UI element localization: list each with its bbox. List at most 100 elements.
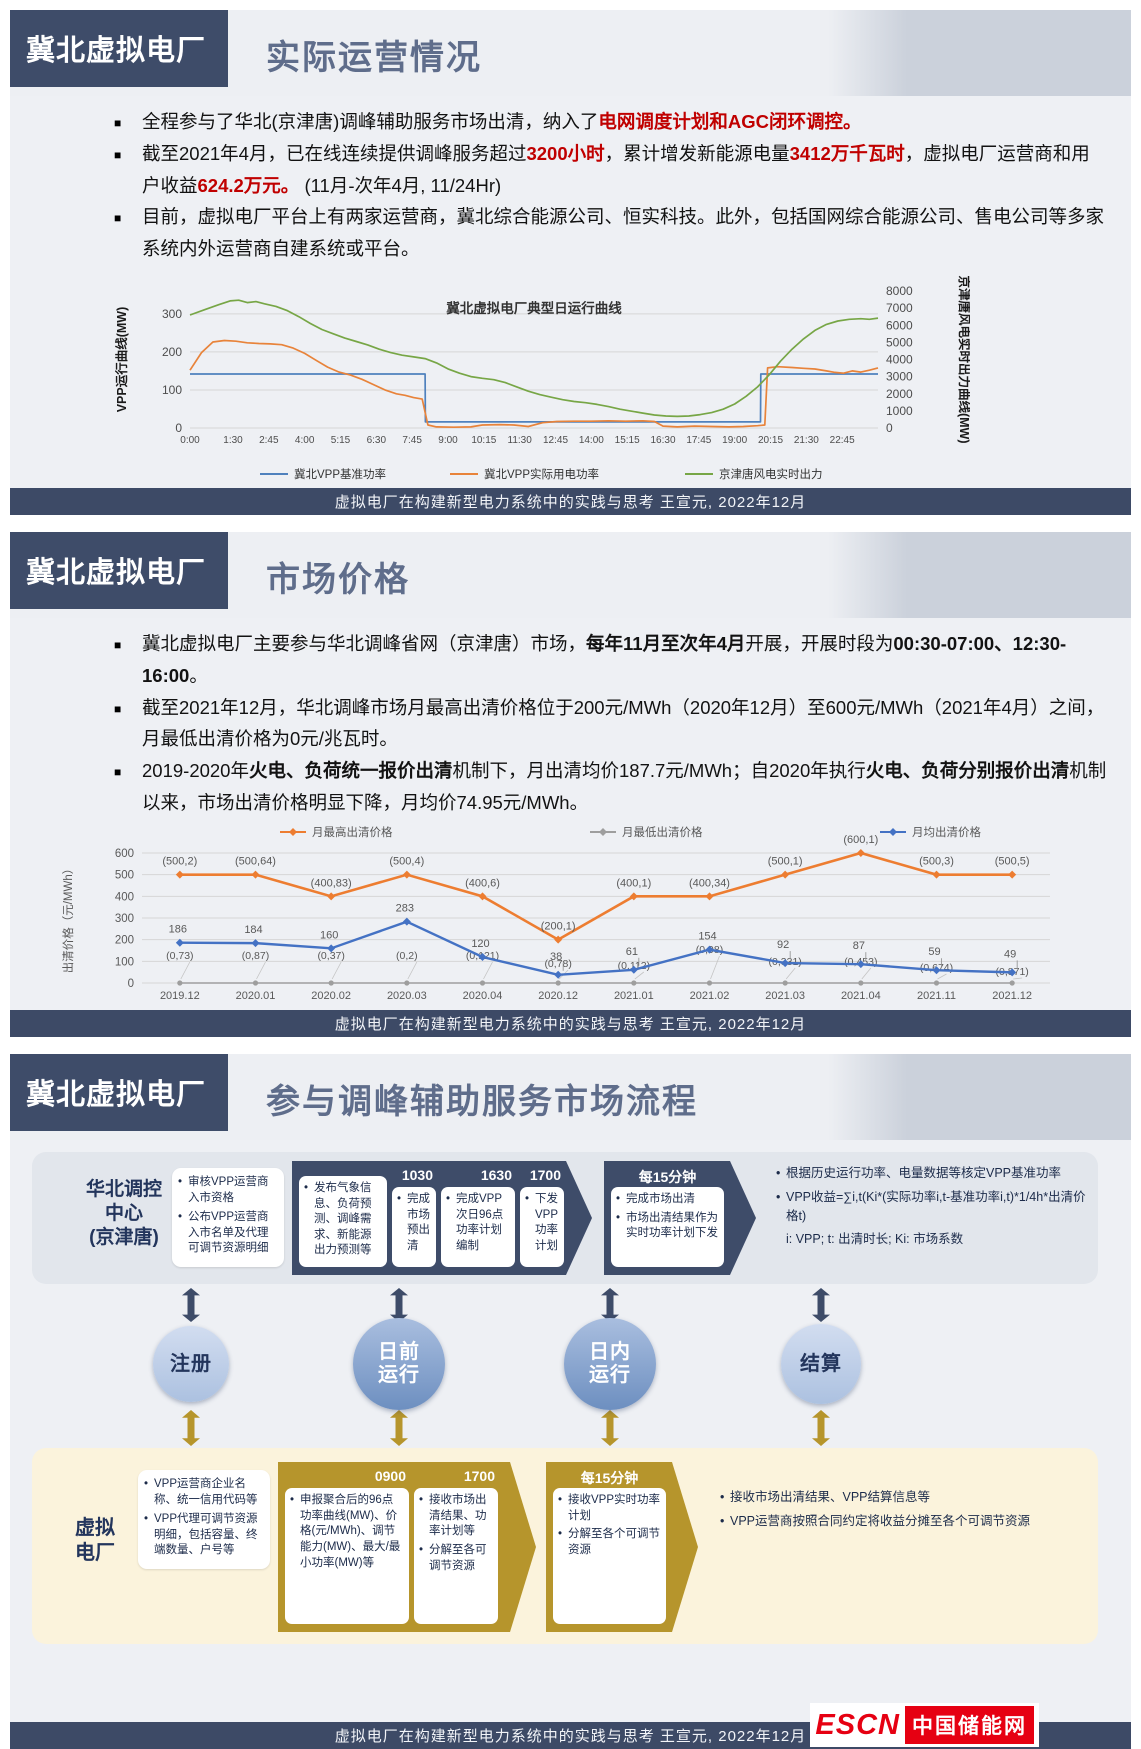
svg-text:(400,83): (400,83)	[311, 877, 352, 889]
svg-text:49: 49	[1004, 948, 1016, 960]
bullet-dot: •	[419, 1494, 424, 1506]
bullet-dot: •	[720, 1490, 725, 1504]
svg-text:冀北VPP实际用电功率: 冀北VPP实际用电功率	[484, 467, 599, 481]
bullet-dot: •	[616, 1193, 621, 1205]
bullet-marker: ■	[114, 765, 122, 780]
slide-header: 冀北虚拟电厂 市场价格	[10, 532, 1131, 618]
flow-bullet: • 完成市场出清	[616, 1192, 719, 1208]
svg-text:2020.03: 2020.03	[387, 990, 427, 1002]
svg-text:38: 38	[550, 951, 562, 963]
clearing-price-chart-svg: 0 100 200 300 400 500 600 2019.12 2020.01 2020.02…	[61, 825, 1050, 1002]
bullet-marker: ■	[114, 211, 122, 226]
svg-text:(400,6): (400,6)	[465, 877, 500, 889]
svg-text:100: 100	[162, 383, 182, 397]
clearing-price-chart: 0 100 200 300 400 500 600 2019.12 2020.01 2020.02…	[50, 821, 1131, 1026]
svg-text:京津唐风电实时出力: 京津唐风电实时出力	[719, 467, 823, 481]
step-time: 0900	[374, 1468, 406, 1484]
flow-step: 0900 • 申报聚合后的96点功率曲线(MW)、价格(元/MWh)、调节能力(MW…	[285, 1468, 409, 1624]
bullet-dot: •	[558, 1528, 563, 1541]
settlement-rule-text: • 根据历史运行功率、电量数据等核定VPP基准功率 • VPP收益=∑i,t(Ki*(…	[776, 1164, 1092, 1249]
svg-text:(200,1): (200,1)	[541, 921, 576, 933]
svg-text:(600,1): (600,1)	[843, 834, 878, 846]
svg-text:87: 87	[853, 940, 865, 952]
flow-bullet: • 接收市场出清结果、VPP结算信息等	[720, 1488, 1070, 1507]
slide-badge: 冀北虚拟电厂	[10, 532, 229, 609]
slide-badge: 冀北虚拟电厂	[10, 1054, 229, 1131]
step-time: 1700	[529, 1167, 561, 1183]
svg-text:4000: 4000	[886, 353, 913, 367]
flow-bullet: • 接收市场出清结果、功率计划等	[419, 1493, 493, 1540]
step-box: • 发布气象信息、负荷预测、调峰需求、新能源出力预测等	[299, 1176, 387, 1267]
slide-badge: 冀北虚拟电厂	[10, 10, 229, 87]
slide-header: 冀北虚拟电厂 参与调峰辅助服务市场流程	[10, 1054, 1131, 1140]
vpp-label: 虚拟 电厂	[75, 1517, 115, 1564]
svg-text:3000: 3000	[886, 370, 913, 384]
grid-link-arrow	[811, 1288, 831, 1322]
svg-text:VPP运行曲线(MW): VPP运行曲线(MW)	[114, 307, 129, 413]
bullet-dot: •	[178, 1176, 183, 1188]
svg-text:0: 0	[128, 978, 134, 990]
svg-text:冀北VPP基准功率: 冀北VPP基准功率	[294, 467, 386, 481]
svg-text:(500,5): (500,5)	[995, 856, 1030, 868]
svg-text:(400,1): (400,1)	[616, 877, 651, 889]
bullet-item: ■ 截至2021年4月，已在线连续提供调峰服务超过3200小时，累计增发新能源电量…	[114, 138, 1107, 202]
svg-text:160: 160	[320, 929, 338, 941]
svg-text:月均出清价格: 月均出清价格	[912, 825, 981, 839]
bullet-dot: •	[446, 1193, 451, 1205]
intraday-grid-arrow: 每15分钟 • 完成市场出清 • 市场出清结果作为实时功率计划下发	[604, 1161, 756, 1275]
svg-text:59: 59	[928, 946, 940, 958]
bullet-dot: •	[720, 1513, 725, 1528]
step-time	[299, 1167, 387, 1176]
svg-text:200: 200	[162, 345, 182, 359]
day-ahead-grid-arrow: • 发布气象信息、负荷预测、调峰需求、新能源出力预测等 1030 • 完成市场预出清 16…	[292, 1161, 592, 1275]
formula-note: i: VPP; t: 出清时长; Ki: 市场系数	[786, 1232, 964, 1247]
svg-text:12:45: 12:45	[543, 435, 568, 446]
slide-operations: 冀北虚拟电厂 实际运营情况 ■ 全程参与了华北(京津唐)调峰辅助服务市场出清，纳入…	[10, 10, 1131, 515]
page-title: 市场价格	[266, 561, 411, 599]
flow-bullet: • 接收VPP实时功率计划	[558, 1493, 661, 1524]
bullet-dot: •	[616, 1211, 621, 1224]
slide-market-price: 冀北虚拟电厂 市场价格 ■ 冀北虚拟电厂主要参与华北调峰省网（京津唐）市场，每年1…	[10, 532, 1131, 1037]
flow-bullet: • 分解至各可调节资源	[419, 1543, 493, 1574]
vpp-link-arrow	[600, 1410, 620, 1446]
svg-text:2021.01: 2021.01	[614, 990, 654, 1002]
svg-text:154: 154	[698, 931, 716, 943]
vpp-day-ahead-arrow: 0900 • 申报聚合后的96点功率曲线(MW)、价格(元/MWh)、调节能力(MW…	[278, 1462, 536, 1632]
bullet-item: ■ 目前，虚拟电厂平台上有两家运营商，冀北综合能源公司、恒实科技。此外，包括国网综…	[114, 201, 1107, 265]
bullet-dot: •	[558, 1494, 563, 1506]
grid-link-arrow	[181, 1288, 201, 1322]
bullet-item: ■ 截至2021年12月，华北调峰市场月最高出清价格位于200元/MWh（2020…	[114, 692, 1107, 756]
svg-text:2019.12: 2019.12	[160, 990, 200, 1002]
flow-step: 1700 • 接收市场出清结果、功率计划等 • 分解至各可调节资源	[414, 1468, 498, 1624]
escn-logo: ESCN 中国储能网	[810, 1703, 1039, 1747]
grid-link-arrow	[600, 1288, 620, 1322]
flow-bullet: • VPP收益=∑i,t(Ki*(实际功率i,t-基准功率i,t)*1/4h*出清…	[776, 1188, 1092, 1226]
svg-text:21:30: 21:30	[794, 435, 819, 446]
step-box: • 完成VPP次日96点功率计划编制	[441, 1187, 515, 1267]
svg-text:17:45: 17:45	[686, 435, 711, 446]
flow-bullet: • VPP代理可调节资源明细，包括容量、终端数量、户号等	[144, 1512, 264, 1560]
citation-bar: 虚拟电厂在构建新型电力系统中的实践与思考 王宣元, 2022年12月	[10, 1010, 1131, 1037]
svg-text:2020.12: 2020.12	[538, 990, 578, 1002]
bullet-dot: •	[178, 1210, 183, 1223]
svg-text:300: 300	[115, 913, 134, 925]
bullet-dot: •	[776, 1189, 781, 1204]
svg-text:出清价格（元/MWh）: 出清价格（元/MWh）	[61, 863, 75, 974]
bullet-item: ■ 2019-2020年火电、负荷统一报价出清机制下，月出清均价187.7元/MW…	[114, 755, 1107, 819]
flow-bullet: • 审核VPP运营商入市资格	[178, 1175, 278, 1207]
svg-text:(0,73): (0,73)	[166, 950, 193, 962]
flow-bullet: • 申报聚合后的96点功率曲线(MW)、价格(元/MWh)、调节能力(MW)、最大…	[290, 1493, 404, 1571]
svg-text:1000: 1000	[886, 404, 913, 418]
svg-text:16:30: 16:30	[650, 435, 675, 446]
svg-text:8000: 8000	[886, 284, 913, 298]
bullet-dot: •	[144, 1512, 149, 1525]
svg-text:月最高出清价格: 月最高出清价格	[312, 825, 393, 839]
flow-bullet: • 发布气象信息、负荷预测、调峰需求、新能源出力预测等	[304, 1181, 382, 1259]
svg-text:2000: 2000	[886, 387, 913, 401]
svg-text:7:45: 7:45	[402, 435, 422, 446]
svg-text:14:00: 14:00	[579, 435, 604, 446]
step-box: • 完成市场出清 • 市场出清结果作为实时功率计划下发	[611, 1187, 724, 1267]
flow-bullet: • 分解至各个可调节资源	[558, 1527, 661, 1558]
svg-text:(500,3): (500,3)	[919, 856, 954, 868]
slide-header: 冀北虚拟电厂 实际运营情况	[10, 10, 1131, 96]
